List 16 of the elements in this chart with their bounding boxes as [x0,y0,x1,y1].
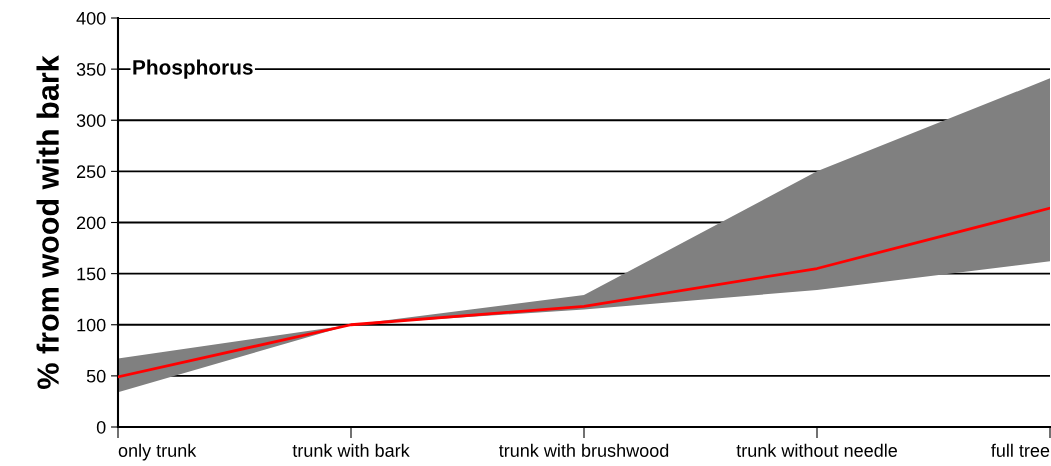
y-tick-label: 300 [76,114,106,127]
y-tick-label: 150 [77,267,106,281]
x-tick-label: full tree [991,443,1050,457]
x-tick-label: trunk with bark [292,443,410,457]
x-tick-label: trunk without needle [736,443,897,457]
y-tick-label: 400 [76,11,106,25]
text: Phosphorus [133,59,253,79]
y-tick-label: 350 [76,63,106,76]
y-tick-label: 0 [96,420,106,434]
y-tick-label: 200 [76,216,106,230]
y-tick-label: 250 [76,165,106,179]
x-tick-label: only trunk [118,443,197,461]
y-tick-label: 100 [77,318,106,332]
x-tick-label: trunk with brushwood [498,443,669,457]
y-axis-title: % from wood with bark [36,55,59,389]
y-tick-label: 50 [86,369,106,383]
